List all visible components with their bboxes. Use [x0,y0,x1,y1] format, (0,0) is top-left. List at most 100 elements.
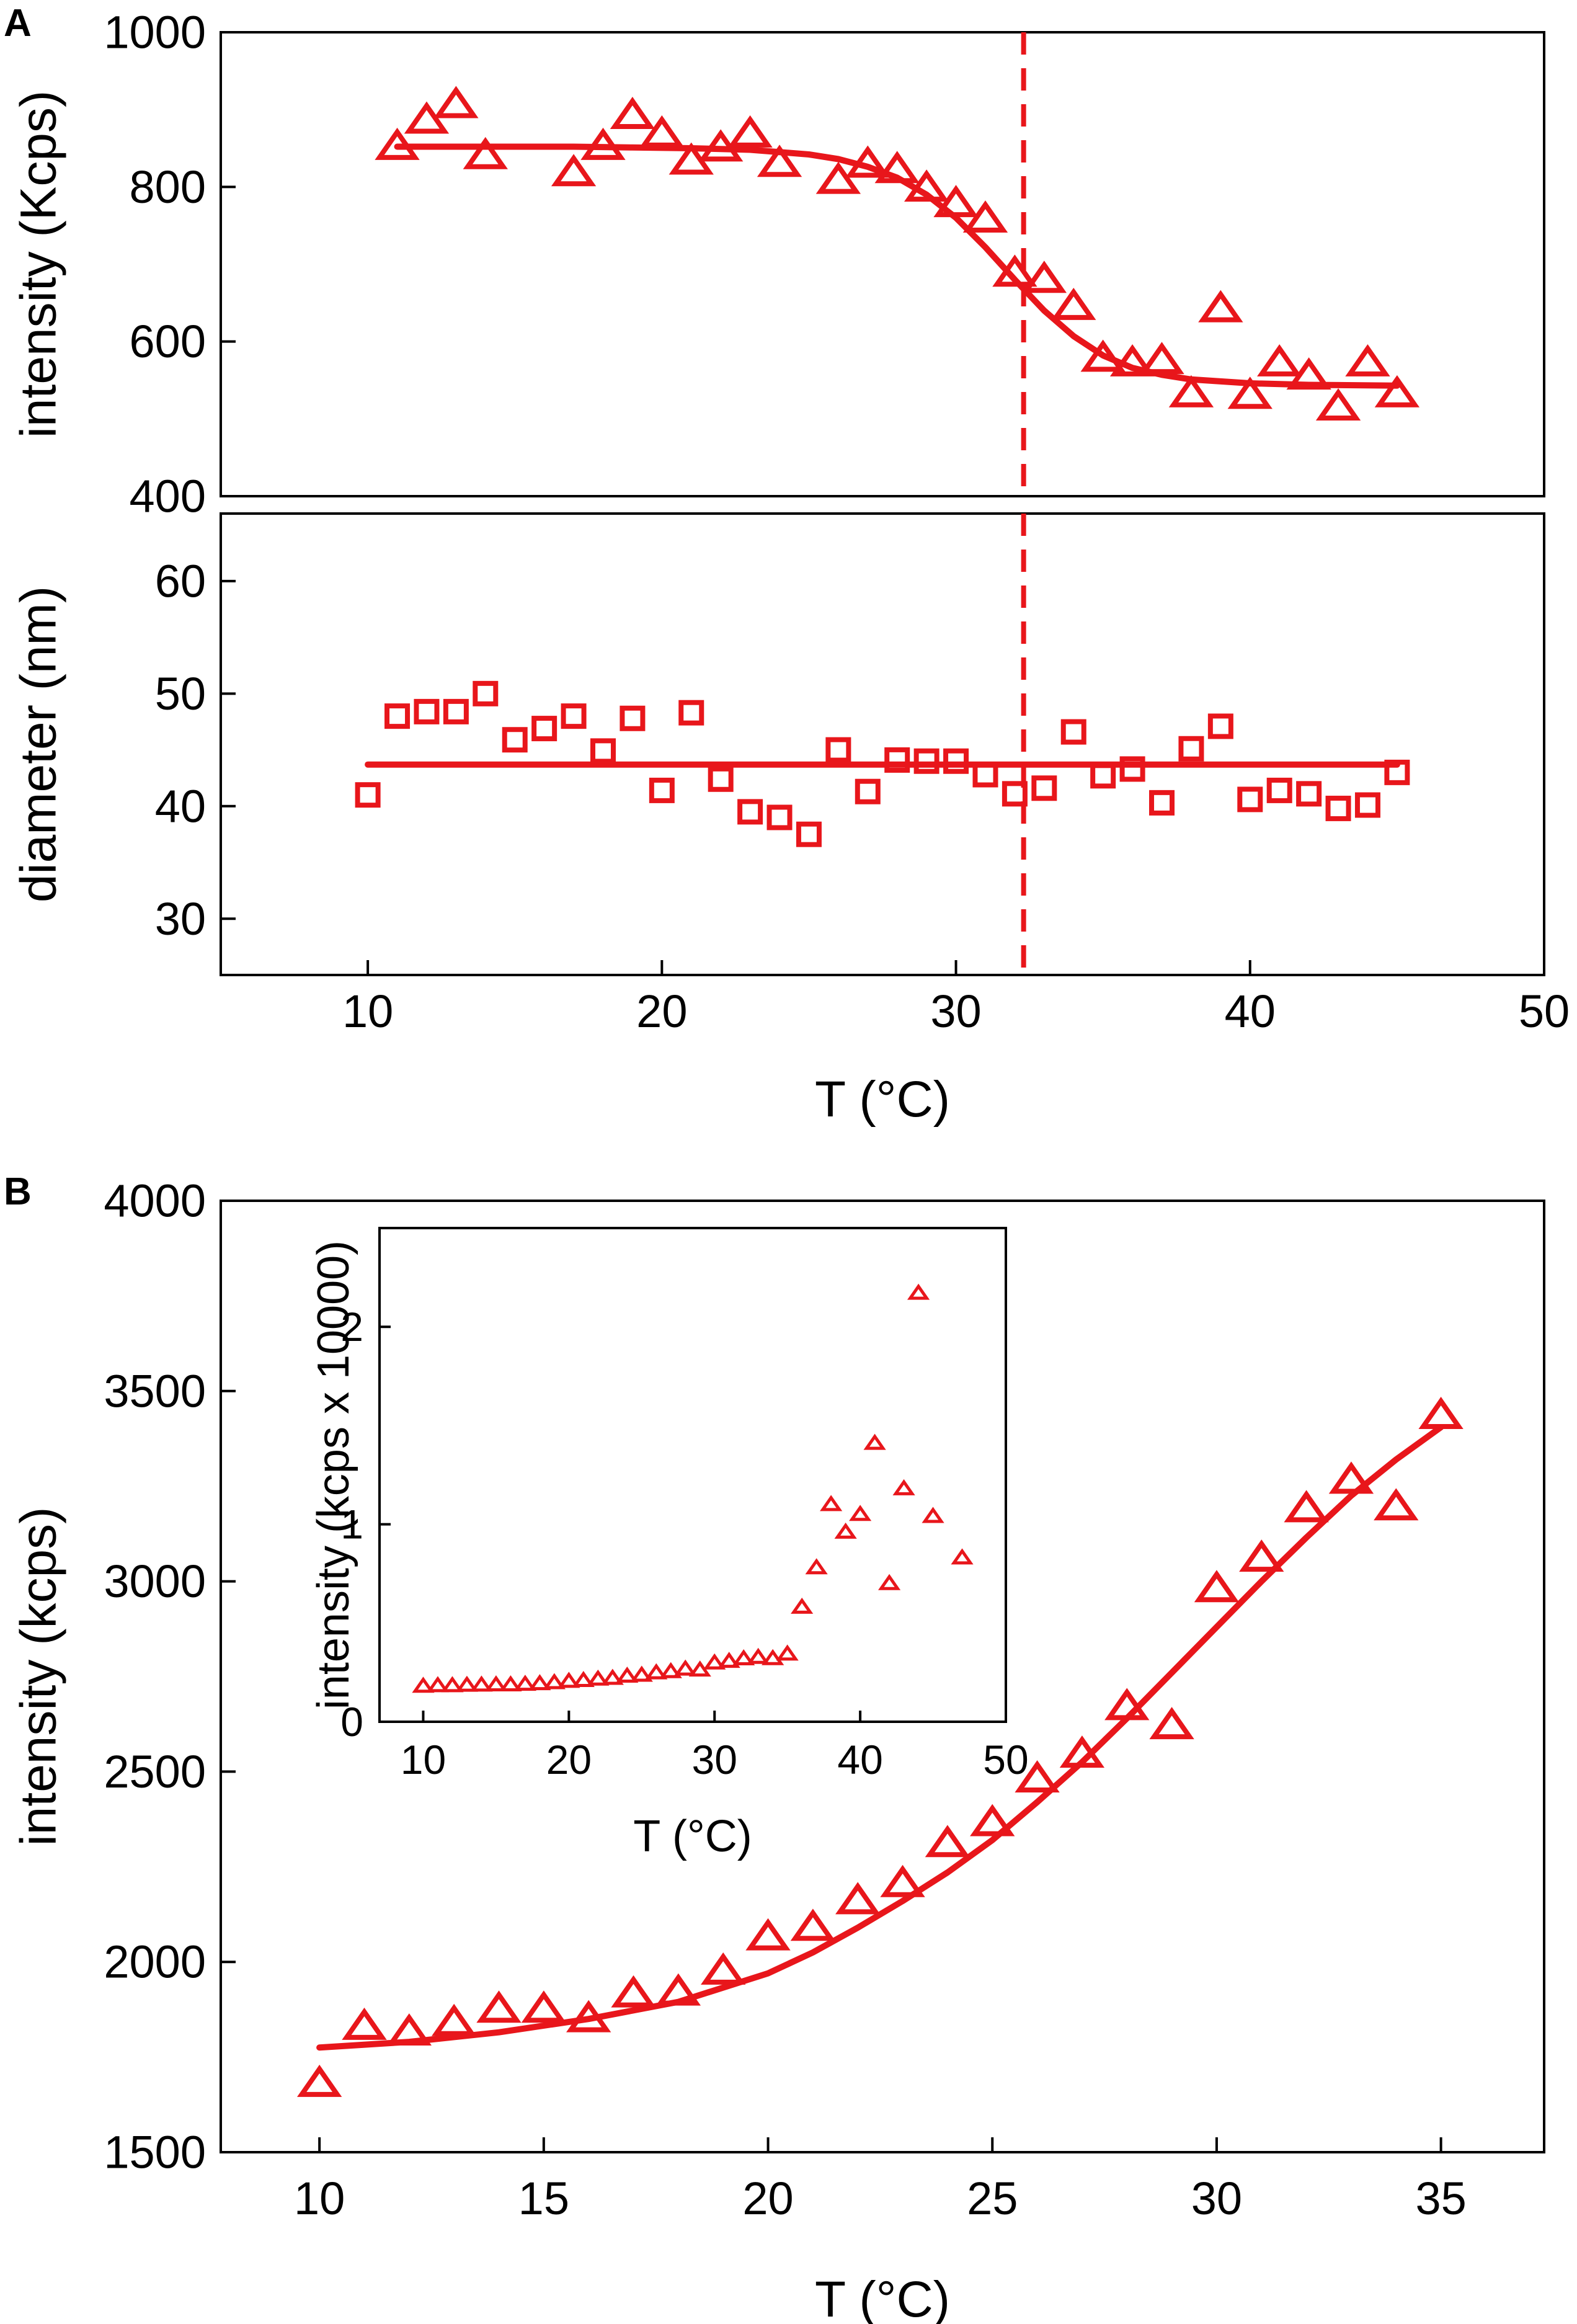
y-tick-label: 30 [155,893,206,945]
y-tick-label: 3000 [104,1556,206,1607]
data-point [992,254,1037,287]
data-point [849,1505,872,1521]
data-point [703,1653,726,1670]
data-point [1031,775,1057,801]
y-tick-label: 1 [340,1502,363,1547]
data-point [884,747,910,773]
data-point [499,1675,522,1692]
data-point [717,1652,740,1668]
inset-background [380,1228,1006,1722]
x-tick-label: 50 [1519,986,1570,1037]
data-point [845,145,891,178]
panel-label: B [4,1170,32,1213]
plot-frame [220,512,1545,976]
data-point [1119,756,1145,782]
data-point [708,766,734,792]
data-point [747,1647,770,1664]
data-point [835,1882,881,1915]
data-point [1345,344,1390,376]
y-axis-title: intensity (kcps x 10000) [309,1240,358,1709]
data-point [791,1597,814,1614]
y-tick-label: 400 [130,471,206,522]
data-point [805,1558,828,1575]
data-point [639,115,685,148]
data-point [616,1667,639,1683]
x-tick-label: 25 [967,2173,1018,2224]
data-point [1149,790,1175,816]
data-point [907,1283,930,1300]
data-point [925,1825,971,1858]
y-tick-label: 2500 [104,1746,206,1797]
data-point [1237,786,1263,813]
data-point [426,1676,450,1693]
data-point [1374,1488,1419,1521]
x-tick-label: 35 [1415,2173,1466,2224]
data-point [933,185,979,218]
data-point [1286,357,1331,390]
x-tick-label: 10 [401,1737,446,1783]
x-tick-label: 15 [518,2173,569,2224]
x-axis-title: T (°C) [633,1812,752,1861]
data-point [834,1522,857,1539]
data-point [531,716,558,742]
data-point [433,86,479,118]
data-point [1227,376,1273,409]
data-point [473,680,499,706]
data-point [558,1672,580,1688]
data-point [1104,1688,1150,1721]
x-axis-title: T (°C) [815,2271,950,2324]
data-point [701,1952,746,1985]
plot-frame [378,1227,1007,1723]
data-point [521,1990,566,2023]
data-point [1418,1397,1464,1430]
x-tick-label: 50 [983,1737,1028,1783]
data-point [620,705,646,731]
panel-a-bottom-chart: 30 40 50 60 10 20 30 40 50 diameter (nm) T (°C) [11,512,1570,1128]
data-point [375,127,420,160]
data-point [659,1662,682,1678]
data-point [513,1675,536,1691]
y-tick-label: 2000 [104,1936,206,1988]
x-tick-label: 20 [546,1737,592,1783]
data-point [951,1548,974,1565]
data-point [296,2064,342,2097]
data-point [1266,777,1292,803]
data-point [678,700,704,726]
data-point [863,1433,886,1450]
x-tick-label: 40 [1225,986,1276,1037]
data-point [566,2000,611,2032]
data-point [943,748,969,774]
plot-frame [220,1200,1545,2153]
data-point [455,1675,479,1692]
data-point [776,1644,799,1661]
y-tick-label: 2 [340,1304,363,1350]
data-point [1060,719,1086,745]
data-point [432,2003,477,2036]
data-point [913,748,940,774]
data-point [1015,1760,1060,1792]
data-point [820,1495,843,1511]
y-tick-label: 1000 [104,7,206,58]
data-point [649,777,675,803]
data-point [580,127,626,160]
data-point [1328,1461,1374,1494]
panel-b-inset-chart: 0 1 2 10 20 30 40 50 intensity (kcps x 10000) T (… [309,1227,1029,1861]
data-point [1384,759,1410,785]
data-point [1149,1707,1194,1740]
data-point [972,762,998,788]
data-point [1257,344,1302,376]
data-point [922,1507,944,1523]
data-point [414,698,440,724]
data-point [590,738,616,764]
data-point [470,1675,493,1692]
data-point [1080,339,1126,372]
y-tick-label: 40 [155,780,206,832]
data-point [1051,287,1096,320]
data-point [874,151,920,184]
data-point [1002,781,1028,807]
data-point [1059,1735,1105,1768]
data-point [1325,795,1351,821]
data-point [1021,260,1067,293]
